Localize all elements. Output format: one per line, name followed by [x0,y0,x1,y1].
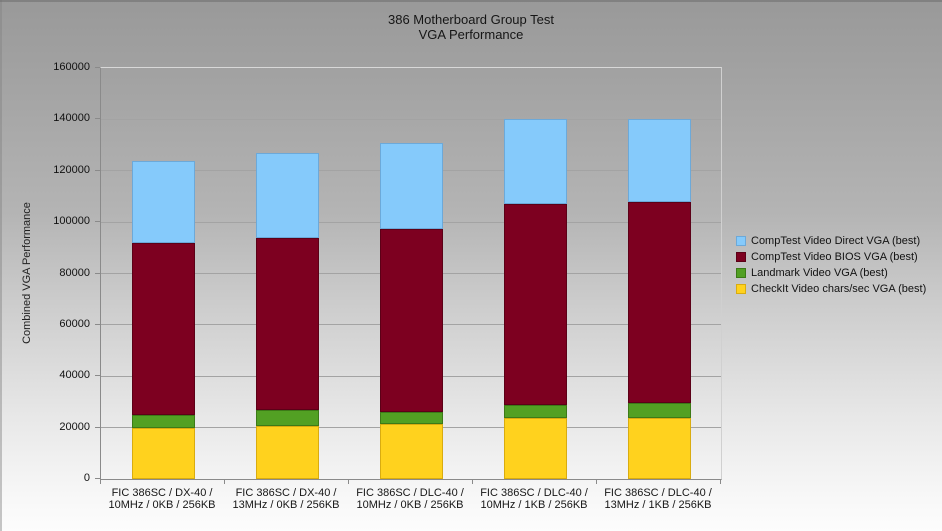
bar-segment [503,404,567,418]
bar-segment [379,424,443,479]
bar-segment [255,152,319,238]
chart-subtitle: VGA Performance [418,27,524,42]
y-axis-tick [95,67,100,68]
y-tick-label: 120000 [53,163,90,176]
bar-segment [379,412,443,425]
x-axis-label-line2: 13MHz / 0KB / 256KB [232,499,340,511]
legend-label: Landmark Video VGA (best) [751,267,888,279]
bar-segment [255,425,319,479]
y-tick-label: 140000 [53,112,90,125]
stacked-bar [131,160,195,479]
y-tick-label: 0 [83,472,90,484]
x-axis-tick [348,479,349,484]
y-axis-tick [95,426,100,428]
bar-segment [131,160,195,243]
chart-title-block: 386 Motherboard Group Test VGA Performan… [0,12,942,42]
x-axis-tick [100,479,101,484]
x-axis-label-line1: FIC 386SC / DX-40 / [111,487,213,499]
y-tick-label: 80000 [59,266,90,279]
y-axis-tick [95,478,100,479]
stacked-bar [627,119,691,479]
legend-item: CheckIt Video chars/sec VGA (best) [736,281,926,297]
y-axis-tick [95,221,100,223]
x-axis-label-line1: FIC 386SC / DLC-40 / [604,487,712,499]
plot-area [100,67,722,480]
x-axis-label-line2: 13MHz / 1KB / 256KB [604,499,712,511]
bar-segment [627,201,691,404]
bar-segment [131,427,195,479]
x-axis-tick [472,479,473,484]
y-gridline [101,118,721,120]
stacked-bar [503,119,567,479]
bar-segment [503,204,567,405]
x-axis-label: FIC 386SC / DLC-40 /10MHz / 1KB / 256KB [472,487,596,511]
legend-swatch [736,252,746,262]
x-axis-label-line2: 10MHz / 0KB / 256KB [108,499,216,511]
legend-swatch [736,284,746,294]
legend-label: CheckIt Video chars/sec VGA (best) [751,283,927,295]
bar-segment [255,410,319,426]
legend-item: Landmark Video VGA (best) [736,265,926,281]
y-tick-label: 40000 [59,369,90,382]
bar-segment [503,119,567,205]
y-tick-label: 60000 [59,317,90,330]
legend-swatch [736,268,746,278]
y-tick-label: 100000 [53,215,90,228]
stacked-bar [255,152,319,479]
y-axis-tick [95,169,100,171]
bar-segment [131,414,195,428]
x-axis-label-line2: 10MHz / 1KB / 256KB [480,499,588,511]
x-axis-tick [596,479,597,484]
bar-segment [627,417,691,479]
stacked-bar [379,142,443,479]
y-axis-tick [95,323,100,325]
legend-label: CompTest Video BIOS VGA (best) [751,251,918,263]
x-axis-tick [224,479,225,484]
x-axis-label-line1: FIC 386SC / DX-40 / [235,487,337,499]
x-axis-label-line2: 10MHz / 0KB / 256KB [356,499,464,511]
x-axis-label-line1: FIC 386SC / DLC-40 / [356,487,464,499]
chart-title: 386 Motherboard Group Test [388,12,554,27]
x-axis-label: FIC 386SC / DX-40 /10MHz / 0KB / 256KB [100,487,224,511]
x-axis-label-line1: FIC 386SC / DLC-40 / [480,487,588,499]
legend-item: CompTest Video BIOS VGA (best) [736,249,926,265]
bar-segment [627,403,691,418]
bar-segment [255,237,319,411]
y-axis-tick [95,375,100,377]
y-axis-tick [95,118,100,120]
x-axis-label: FIC 386SC / DX-40 /13MHz / 0KB / 256KB [224,487,348,511]
x-axis-label: FIC 386SC / DLC-40 /10MHz / 0KB / 256KB [348,487,472,511]
chart-legend: CompTest Video Direct VGA (best) CompTest… [736,233,926,297]
y-tick-label: 160000 [53,61,90,73]
bar-segment [627,119,691,202]
legend-label: CompTest Video Direct VGA (best) [751,235,921,247]
x-axis-label: FIC 386SC / DLC-40 /13MHz / 1KB / 256KB [596,487,720,511]
bar-segment [379,142,443,229]
legend-item: CompTest Video Direct VGA (best) [736,233,926,249]
bar-segment [503,417,567,479]
legend-swatch [736,236,746,246]
y-axis-tick [95,272,100,274]
bar-segment [379,228,443,413]
x-axis-tick [720,479,721,484]
bar-segment [131,242,195,415]
y-tick-label: 20000 [59,420,90,433]
